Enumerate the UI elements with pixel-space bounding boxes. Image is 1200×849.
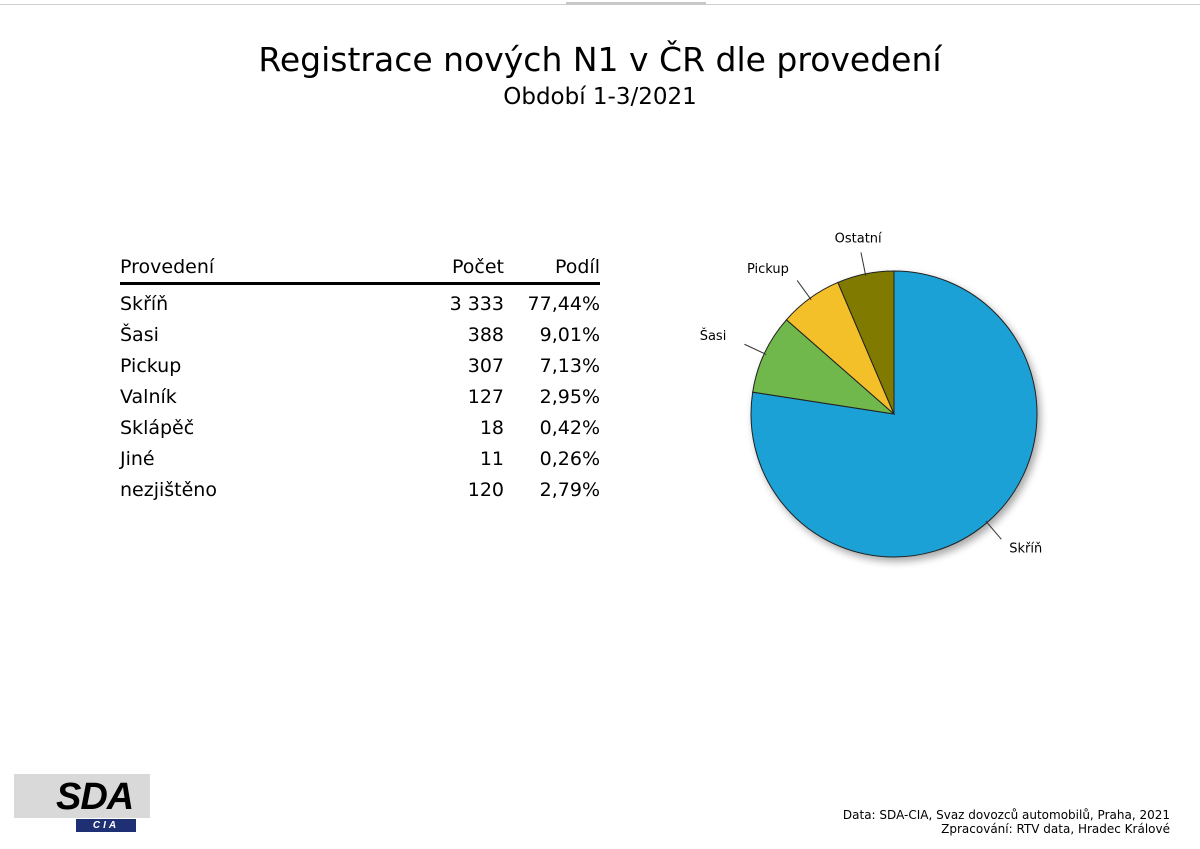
- logo-background: [14, 774, 150, 818]
- source-note: Data: SDA-CIA, Svaz dovozců automobilů, …: [843, 808, 1170, 836]
- scroll-indicator: [566, 2, 706, 5]
- logo-subtext: CIA: [76, 819, 136, 832]
- leader-line-skrin: [985, 520, 1002, 540]
- pie-chart: Skříň Šasi Pickup Ostatní: [700, 232, 1042, 558]
- slice-label-ostatni: Ostatní: [835, 232, 882, 247]
- row-share: 0,26%: [539, 448, 600, 470]
- row-label: Sklápěč: [120, 417, 195, 439]
- row-count: 18: [479, 417, 504, 439]
- row-count: 127: [467, 386, 504, 408]
- chart-title: Registrace nových N1 v ČR dle provedení: [258, 40, 942, 79]
- row-count: 307: [467, 355, 504, 377]
- table-row: Sklápěč 18 0,42%: [120, 413, 600, 444]
- row-share: 7,13%: [539, 355, 600, 377]
- row-count: 3 333: [449, 293, 504, 315]
- table-row: nezjištěno 120 2,79%: [120, 475, 600, 506]
- table-row: Šasi 388 9,01%: [120, 320, 600, 351]
- row-label: Skříň: [120, 293, 169, 315]
- logo-text: SDA: [56, 776, 134, 818]
- source-line-1: Data: SDA-CIA, Svaz dovozců automobilů, …: [842, 808, 1170, 822]
- table-row: Pickup 307 7,13%: [120, 351, 600, 382]
- row-label: Pickup: [120, 355, 182, 377]
- row-share: 2,79%: [539, 479, 600, 501]
- chart-subtitle: Období 1-3/2021: [503, 84, 697, 110]
- header-provedeni: Provedení: [120, 256, 215, 278]
- slice-label-pickup: Pickup: [747, 262, 789, 277]
- row-count: 120: [467, 479, 504, 501]
- row-label: nezjištěno: [120, 479, 217, 501]
- table-row: Skříň 3 333 77,44%: [120, 289, 600, 320]
- row-share: 9,01%: [539, 324, 600, 346]
- sda-cia-logo: SDA CIA: [14, 774, 150, 832]
- header-pocet: Počet: [452, 256, 504, 278]
- row-label: Valník: [120, 386, 177, 408]
- table-row: Jiné 11 0,26%: [120, 444, 600, 475]
- row-label: Jiné: [120, 448, 155, 470]
- row-share: 2,95%: [539, 386, 600, 408]
- row-label: Šasi: [120, 324, 159, 346]
- leader-line-pickup: [796, 280, 812, 301]
- table-header: Provedení Počet Podíl: [120, 252, 600, 285]
- data-table: Provedení Počet Podíl Skříň 3 333 77,44%…: [120, 252, 600, 506]
- row-count: 388: [467, 324, 504, 346]
- row-count: 11: [479, 448, 504, 470]
- slice-label-sasi: Šasi: [700, 328, 727, 344]
- leader-line-sasi: [744, 343, 767, 355]
- source-line-2: Zpracování: RTV data, Hradec Králové: [941, 822, 1170, 836]
- slice-label-skrin: Skříň: [1009, 541, 1042, 556]
- header-podil: Podíl: [554, 256, 600, 278]
- leader-line-ostatni: [860, 252, 867, 276]
- row-share: 0,42%: [539, 417, 600, 439]
- row-share: 77,44%: [527, 293, 600, 315]
- table-row: Valník 127 2,95%: [120, 382, 600, 413]
